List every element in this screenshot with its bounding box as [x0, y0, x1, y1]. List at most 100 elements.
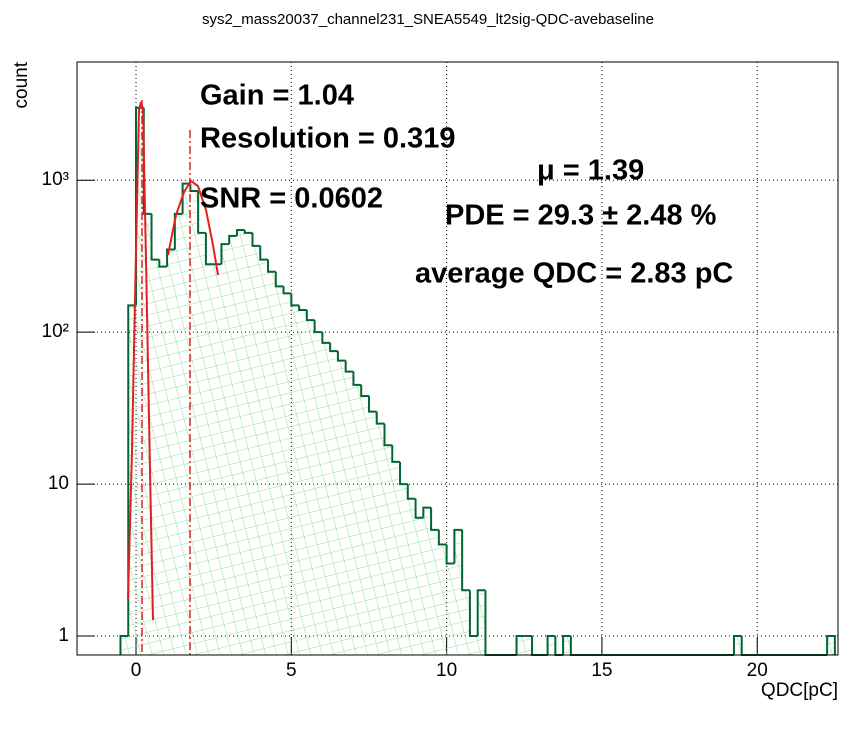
- annotation: PDE = 29.3 ± 2.48 %: [445, 200, 717, 232]
- annotation: Gain = 1.04: [200, 80, 354, 112]
- bar: [546, 635, 556, 655]
- bar: [732, 635, 742, 655]
- fit-peak1: [167, 179, 219, 276]
- bar-fill: [563, 636, 571, 655]
- bar-fill: [415, 517, 424, 655]
- bar-fill: [283, 293, 292, 655]
- bar: [243, 230, 253, 234]
- bar-fill: [469, 636, 478, 655]
- bar: [321, 332, 331, 344]
- bar: [352, 371, 362, 386]
- bar: [220, 243, 230, 265]
- x-tick-label: 20: [747, 660, 768, 681]
- bar-fill: [438, 544, 447, 655]
- bar: [298, 305, 307, 311]
- x-tick-label: 15: [591, 660, 612, 681]
- frame: [76, 61, 839, 656]
- y-tick-label: 10²: [42, 321, 69, 342]
- bar-fill: [392, 461, 401, 655]
- bar: [228, 234, 237, 245]
- bar-fill: [516, 636, 525, 655]
- bar-fill: [384, 445, 393, 655]
- bar: [119, 635, 129, 655]
- y-tick-label: 10³: [42, 169, 69, 190]
- bar-fill: [299, 309, 307, 655]
- bar: [344, 360, 354, 373]
- bar-fill: [306, 320, 315, 655]
- annotation: SNR = 0.0602: [200, 183, 383, 215]
- bar-fill: [733, 636, 742, 655]
- x-tick-label: 5: [286, 660, 297, 681]
- bar: [274, 271, 284, 288]
- bar-fill: [198, 232, 206, 655]
- bar-fill: [547, 636, 556, 655]
- bar: [476, 589, 486, 637]
- bar-fill: [236, 230, 245, 655]
- bar-fill: [400, 484, 408, 655]
- bar-fill: [446, 563, 455, 655]
- bar-fill: [524, 636, 533, 655]
- bar-fill: [337, 360, 346, 655]
- bar: [158, 259, 168, 268]
- bar-fill: [431, 529, 439, 655]
- bar-fill: [345, 371, 354, 655]
- bar-fill: [454, 529, 463, 655]
- y-tick-label: 1: [58, 625, 69, 646]
- y-axis-label: count: [11, 61, 32, 108]
- bar-fill: [229, 235, 237, 655]
- bar-fill: [407, 498, 416, 655]
- bar: [173, 212, 183, 250]
- bar: [360, 384, 369, 397]
- bar: [181, 182, 191, 214]
- bar: [375, 411, 385, 425]
- bar-fill: [252, 245, 261, 655]
- bar-fill: [291, 305, 300, 655]
- bar-fill: [827, 636, 835, 655]
- fit-peak0: [127, 101, 154, 621]
- bar-fill: [136, 107, 144, 655]
- bar: [367, 396, 377, 413]
- bar: [197, 190, 206, 234]
- fit-curves: [127, 100, 219, 655]
- plot-area: [77, 62, 838, 656]
- y-tick-label: 10: [48, 473, 69, 494]
- bar-fill: [159, 266, 168, 655]
- bar-fill: [275, 286, 284, 655]
- bar-fill: [322, 342, 331, 655]
- bar-fill: [182, 183, 191, 656]
- bar: [251, 232, 261, 247]
- bar: [414, 498, 424, 519]
- bar: [267, 259, 276, 273]
- bar-fill: [174, 213, 183, 655]
- annotation: Resolution = 0.319: [200, 123, 455, 155]
- bar: [282, 286, 292, 295]
- bar-fill: [314, 332, 323, 655]
- bar: [313, 320, 323, 334]
- bar-fill: [376, 423, 385, 655]
- bar-fill: [151, 259, 160, 655]
- bar: [235, 229, 245, 236]
- bar-fill: [462, 590, 470, 655]
- bar: [329, 342, 338, 353]
- bar-fill: [477, 590, 486, 655]
- bar: [166, 248, 175, 267]
- bar-fill: [167, 249, 175, 656]
- bar: [515, 635, 525, 655]
- bar: [259, 245, 269, 261]
- bar: [383, 423, 393, 447]
- bar: [305, 309, 315, 322]
- annotation: μ = 1.39: [537, 155, 644, 187]
- x-tick-label: 0: [131, 660, 142, 681]
- bar-fill: [221, 244, 230, 655]
- bar: [336, 351, 346, 362]
- bar: [204, 232, 214, 266]
- bar: [406, 484, 416, 500]
- bar: [391, 445, 401, 463]
- bar: [468, 590, 478, 638]
- bar-fill: [368, 411, 377, 655]
- bar: [290, 293, 300, 307]
- x-tick-label: 10: [436, 660, 457, 681]
- bar: [422, 506, 432, 518]
